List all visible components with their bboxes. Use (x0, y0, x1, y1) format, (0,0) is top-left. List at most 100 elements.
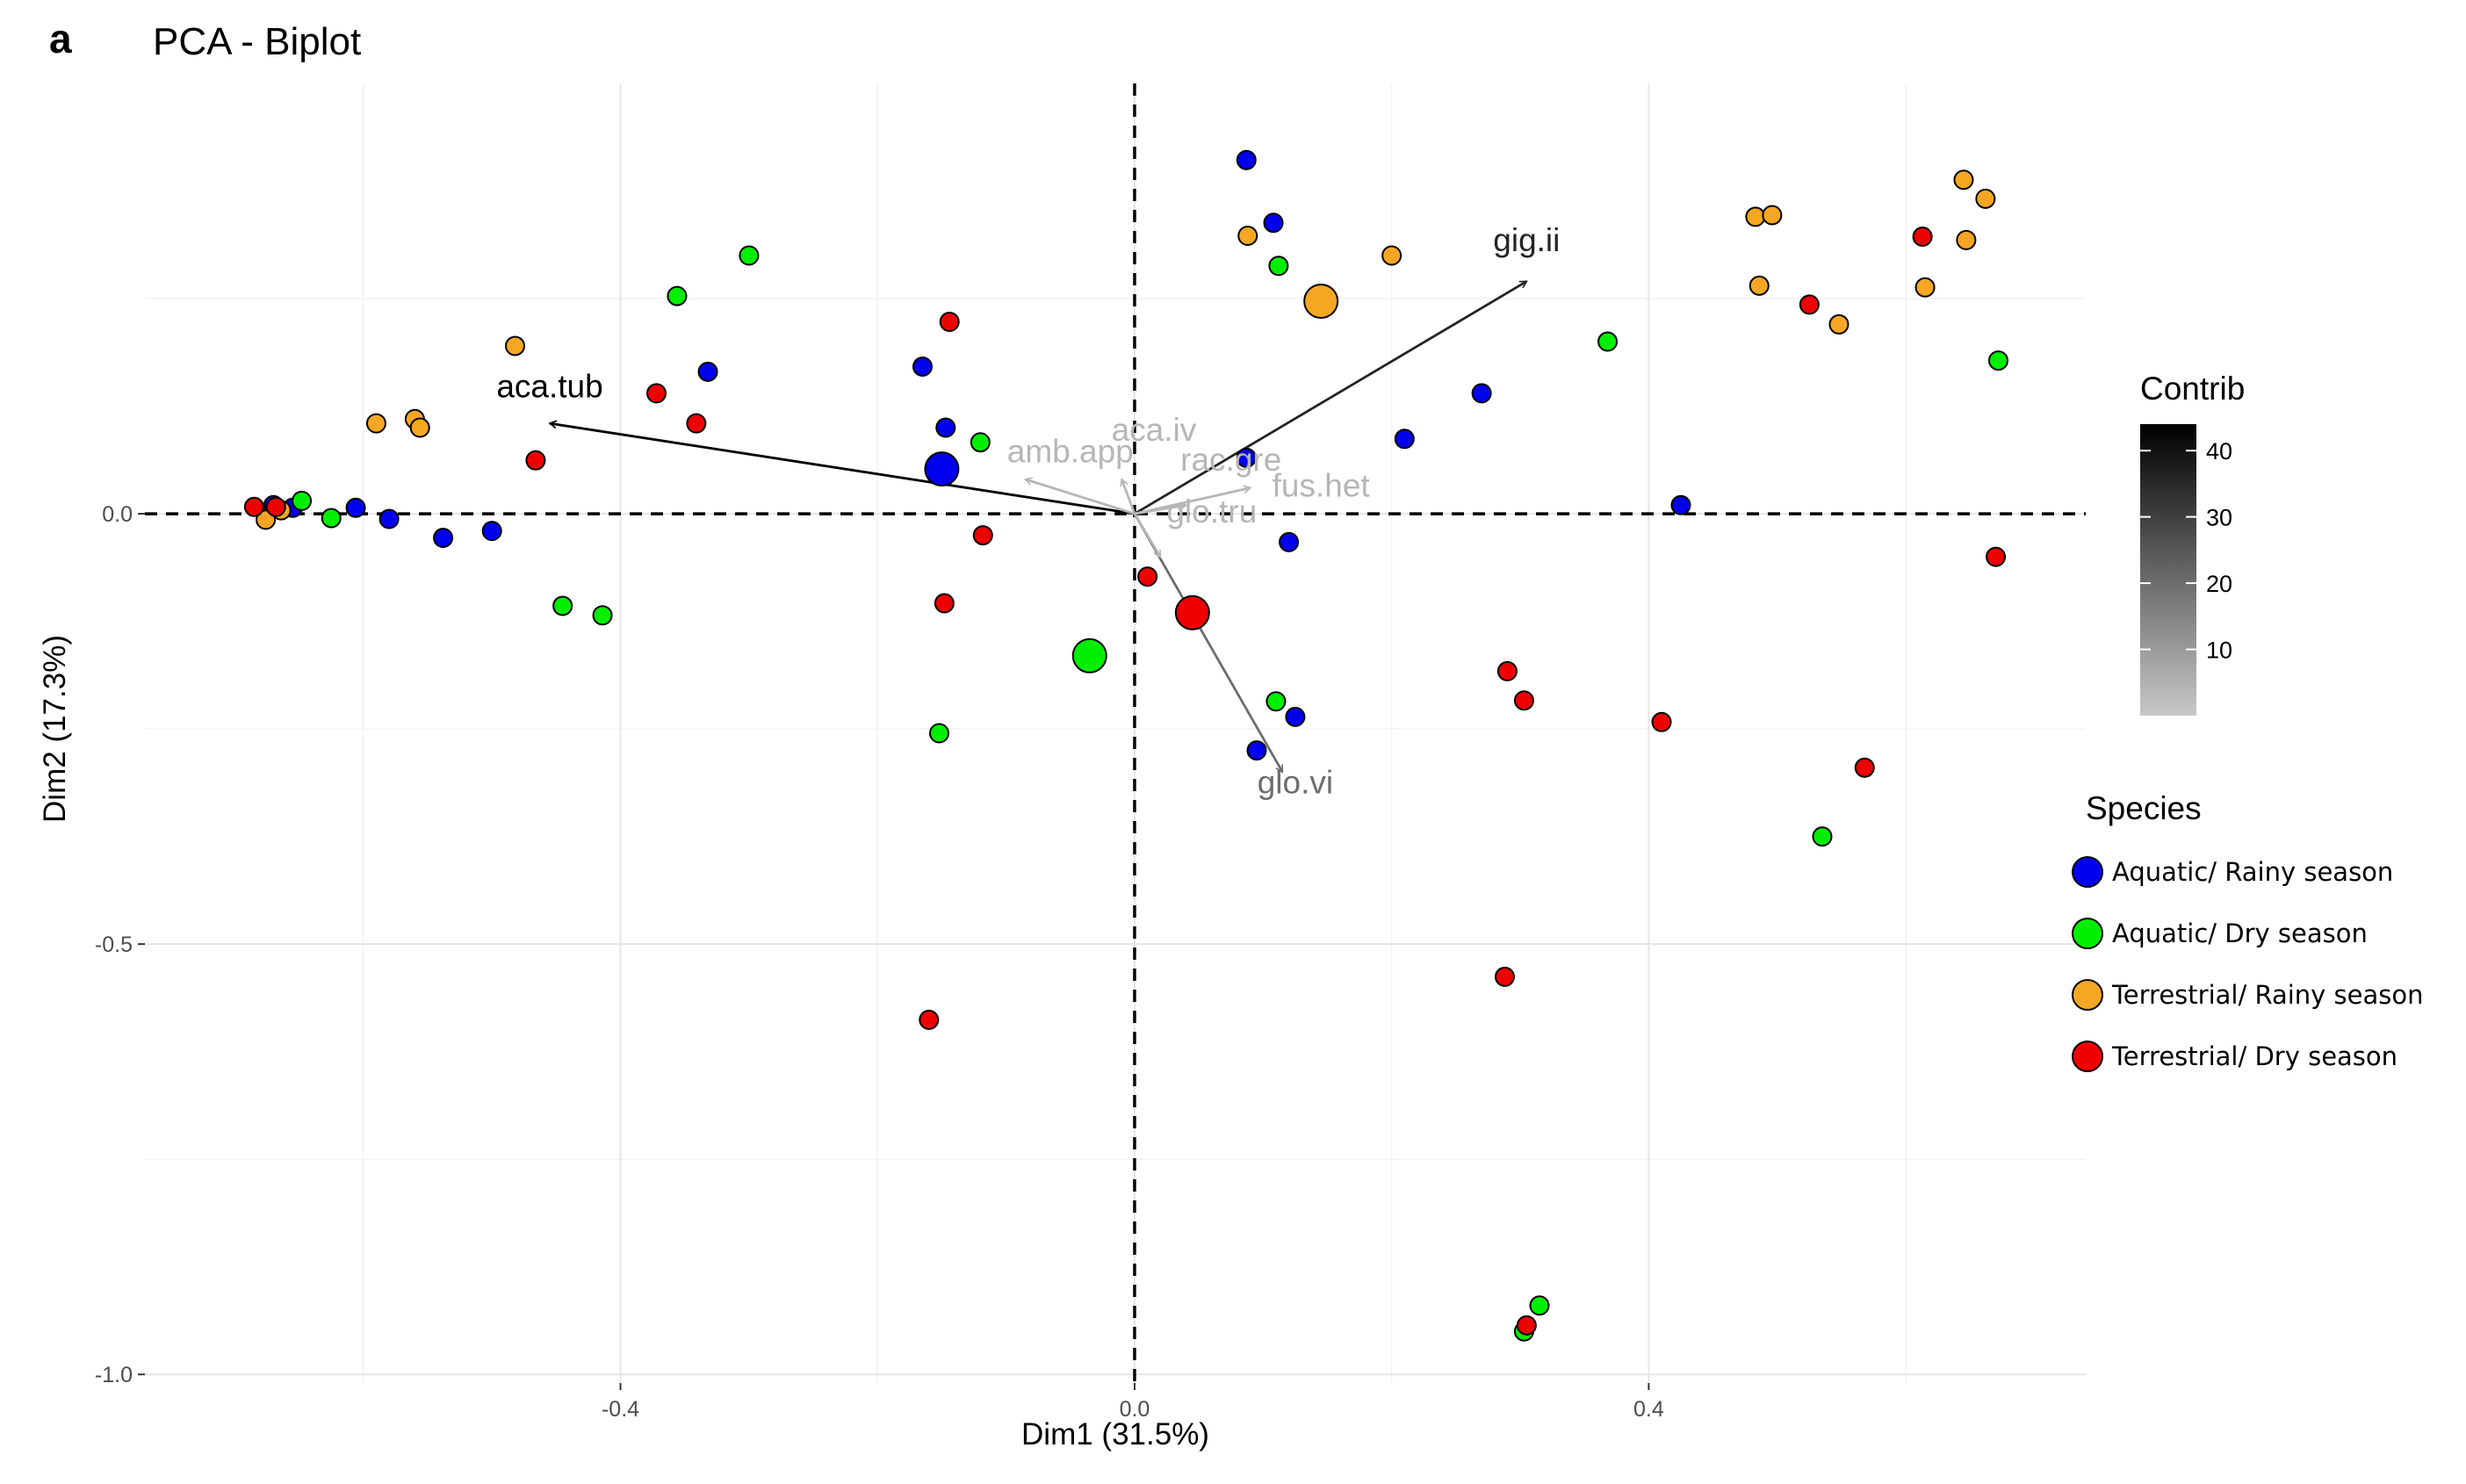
variable-arrows (550, 280, 1526, 772)
data-point (928, 723, 949, 744)
data-point (1953, 169, 1974, 191)
colorbar-tick-label: 40 (2206, 438, 2232, 465)
legend-label: Aquatic/ Rainy season (2112, 857, 2393, 887)
data-point (1137, 566, 1158, 587)
variable-labels: aca.tub gig.ii glo.vi amb.appaca.ivrac.gref… (496, 222, 1560, 800)
variable-arrow-glo-tru (1133, 513, 1162, 557)
data-point (1236, 447, 1257, 468)
variable-arrow-fus-het (1134, 488, 1251, 515)
variable-arrow-aca-tub (550, 423, 1136, 515)
zero-lines (145, 83, 2086, 1383)
legend-label: Terrestrial/ Rainy season (2111, 980, 2424, 1010)
data-point (292, 490, 313, 511)
data-point (321, 508, 342, 529)
data-point (919, 1009, 940, 1030)
data-point (481, 521, 502, 542)
data-point (1812, 826, 1833, 847)
data-point (1265, 691, 1287, 712)
variable-label-glo-vi: glo.vi (1258, 765, 1333, 801)
legend-key (2072, 856, 2103, 888)
variable-label-fus-het: fus.het (1273, 467, 1371, 503)
data-point (1174, 594, 1210, 630)
x-tick-label: 0.4 (1633, 1397, 1664, 1422)
data-point (365, 413, 386, 434)
data-point (912, 356, 933, 377)
colorbar-tick-label: 30 (2206, 505, 2232, 531)
data-point (243, 496, 264, 517)
data-point (409, 417, 430, 438)
data-point (1381, 245, 1402, 266)
data-point (1828, 313, 1850, 335)
plot-background (145, 83, 2086, 1383)
data-point (525, 450, 546, 471)
data-point (739, 245, 760, 266)
data-point (1246, 740, 1267, 761)
x-tick-label: 0.0 (1120, 1397, 1150, 1422)
variable-arrow-amb-app (1026, 479, 1136, 515)
legend-label: Aquatic/ Dry season (2112, 918, 2368, 948)
data-point (1513, 690, 1534, 711)
data-point (1914, 277, 1936, 298)
x-tick-label: -0.4 (602, 1397, 639, 1422)
data-point (1285, 706, 1306, 727)
data-point (1956, 229, 1977, 250)
data-point (1762, 205, 1783, 226)
chart-title: PCA - Biplot (153, 20, 361, 63)
legend-key (2072, 979, 2103, 1011)
data-point (1263, 213, 1284, 234)
data-point (1912, 226, 1933, 247)
colorbar-title: Contrib (2140, 371, 2245, 407)
variable-label-aca-tub: aca.tub (496, 369, 602, 405)
colorbar-tick-label: 20 (2206, 571, 2232, 597)
data-point (1597, 331, 1619, 352)
contrib-colorbar: Contrib 10 20 30 40 (2140, 371, 2245, 716)
data-point (934, 593, 955, 614)
data-point (1745, 206, 1766, 227)
data-point (1799, 294, 1820, 315)
variable-label-glo-tru: glo.tru (1166, 493, 1257, 529)
data-point (697, 361, 718, 382)
colorbar-tick-label: 10 (2206, 638, 2232, 664)
data-point (1854, 757, 1875, 778)
data-point (939, 311, 960, 332)
variable-label-gig-ii: gig.ii (1493, 222, 1560, 258)
data-point (935, 417, 956, 438)
data-point (1471, 383, 1492, 404)
data-point (1303, 283, 1339, 319)
data-point (1986, 546, 2007, 567)
panel-letter: a (49, 16, 72, 61)
x-axis-ticks: -0.4 0.0 0.4 (602, 1383, 1664, 1422)
data-point (972, 525, 993, 546)
data-point (1237, 225, 1258, 246)
data-point (1394, 429, 1415, 450)
data-point (379, 508, 400, 529)
y-tick-label: -1.0 (95, 1363, 133, 1387)
data-point (646, 383, 667, 404)
data-point (970, 432, 991, 453)
data-point (1749, 275, 1770, 296)
data-point (345, 497, 366, 518)
data-point (505, 335, 526, 357)
y-tick-label: 0.0 (102, 502, 133, 527)
colorbar-gradient (2140, 424, 2196, 716)
y-tick-label: -0.5 (95, 933, 133, 957)
y-axis-title: Dim2 (17.3%) (38, 635, 72, 823)
variable-label-aca-iv: aca.iv (1112, 412, 1197, 448)
variable-label-amb-app: amb.app (1007, 433, 1134, 469)
data-point (667, 285, 688, 306)
variable-arrow-gig-ii (1134, 280, 1526, 515)
data-point (1987, 350, 2008, 371)
data-point (924, 451, 960, 487)
data-point (1529, 1295, 1550, 1316)
x-axis-title: Dim1 (31.5%) (1021, 1417, 1209, 1452)
legend-key (2072, 918, 2103, 949)
data-point (1268, 256, 1289, 277)
data-point (552, 595, 573, 616)
y-axis-ticks: 0.0 -0.5 -1.0 (95, 502, 145, 1387)
variable-label-rac-gre: rac.gre (1180, 442, 1281, 478)
data-point (1279, 531, 1300, 552)
data-point (1516, 1315, 1537, 1336)
species-legend: Species Aquatic/ Rainy season Aquatic/ Dr… (2072, 790, 2424, 1072)
variable-arrow-aca-iv (1121, 479, 1136, 515)
